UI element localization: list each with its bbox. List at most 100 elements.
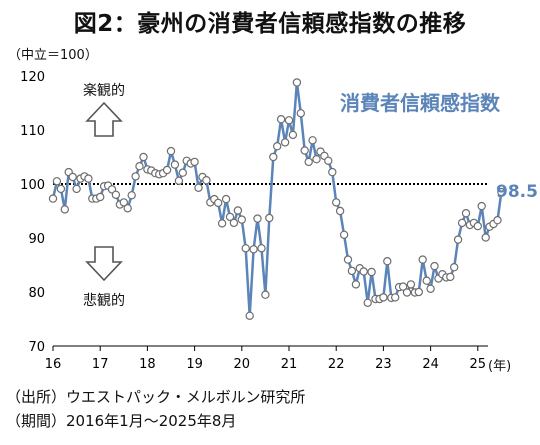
pessimistic-label: 悲観的 — [83, 292, 125, 309]
data-point — [190, 157, 199, 167]
x-tick-label: 19 — [186, 357, 203, 372]
data-point — [166, 146, 176, 156]
y-tick-label: 110 — [20, 124, 45, 139]
y-tick-label: 80 — [28, 286, 45, 301]
x-tick-label: 17 — [92, 357, 109, 372]
data-point — [170, 160, 180, 169]
data-point — [430, 261, 439, 271]
data-point — [48, 194, 58, 203]
data-point — [284, 116, 294, 125]
data-point — [123, 204, 132, 213]
y-tick-label: 100 — [20, 178, 45, 193]
data-point — [111, 190, 121, 199]
data-point — [194, 183, 203, 192]
data-point — [304, 157, 313, 167]
data-point — [477, 201, 486, 211]
y-tick-label: 120 — [20, 70, 45, 85]
x-tick-label: 24 — [422, 357, 439, 372]
data-point — [249, 245, 258, 254]
data-point — [406, 280, 416, 289]
last-value-label: 98.5 — [496, 182, 538, 202]
data-point — [379, 293, 388, 302]
data-point — [450, 263, 459, 272]
data-point — [95, 192, 105, 202]
data-point — [335, 206, 345, 216]
data-point — [414, 287, 423, 297]
data-point — [312, 154, 321, 164]
x-tick-label: 18 — [139, 357, 156, 372]
x-tick-label: 20 — [234, 357, 251, 372]
series-line — [51, 81, 503, 318]
data-point — [453, 235, 463, 244]
down-arrow-icon — [85, 246, 123, 282]
data-point — [280, 138, 290, 147]
data-point — [288, 130, 298, 140]
series-markers — [48, 78, 506, 320]
data-point — [339, 230, 349, 239]
data-point — [229, 218, 239, 228]
data-point — [426, 284, 435, 293]
data-point — [213, 198, 223, 208]
data-point — [328, 167, 337, 177]
data-point — [324, 156, 333, 165]
up-arrow-icon — [85, 101, 123, 137]
data-point — [269, 152, 278, 162]
data-point — [56, 184, 66, 194]
data-point — [493, 215, 502, 225]
x-tick-label: 23 — [375, 357, 392, 372]
optimistic-label: 楽観的 — [83, 82, 125, 99]
data-point — [233, 206, 243, 215]
data-point — [72, 184, 81, 194]
series-legend-label: 消費者信頼感指数 — [340, 91, 501, 115]
data-point — [127, 191, 136, 200]
data-point — [84, 174, 93, 183]
y-tick-label: 70 — [28, 340, 45, 355]
data-point — [237, 215, 246, 224]
data-point — [481, 233, 490, 242]
data-point — [119, 198, 129, 207]
data-point — [367, 267, 376, 277]
data-point — [68, 172, 77, 182]
data-point — [60, 205, 70, 214]
source-note: （出所）ウエストパック・メルボルン研究所 — [6, 388, 306, 406]
x-axis-suffix: (年) — [488, 359, 511, 374]
data-point — [497, 187, 506, 197]
data-point — [273, 141, 282, 151]
data-point — [461, 208, 471, 218]
data-point — [265, 213, 274, 223]
data-point — [398, 282, 408, 291]
data-point — [402, 288, 412, 297]
data-point — [257, 244, 266, 253]
data-point — [300, 146, 309, 155]
data-point — [241, 244, 250, 253]
data-point — [261, 290, 270, 299]
data-point — [139, 152, 148, 162]
data-point — [308, 136, 317, 145]
data-point — [391, 293, 400, 302]
data-point — [131, 172, 140, 181]
data-point — [473, 221, 482, 231]
data-point — [292, 78, 302, 87]
data-point — [135, 161, 144, 171]
x-tick-label: 21 — [281, 357, 298, 372]
data-point — [457, 218, 467, 228]
y-tick-label: 90 — [28, 232, 45, 247]
data-point — [174, 176, 184, 185]
data-point — [343, 255, 353, 264]
data-point — [347, 266, 357, 276]
data-point — [332, 198, 341, 207]
data-point — [363, 298, 372, 307]
data-point — [202, 175, 211, 185]
data-point — [52, 177, 62, 186]
period-note: （期間）2016年1月～2025年8月 — [6, 412, 237, 430]
data-point — [446, 272, 455, 282]
data-point — [253, 214, 262, 223]
data-point — [296, 109, 305, 118]
data-point — [162, 165, 172, 175]
data-point — [178, 168, 187, 177]
x-tick-label: 16 — [45, 357, 62, 372]
data-point — [359, 267, 368, 276]
data-point — [418, 255, 427, 264]
x-tick-label: 22 — [328, 357, 345, 372]
